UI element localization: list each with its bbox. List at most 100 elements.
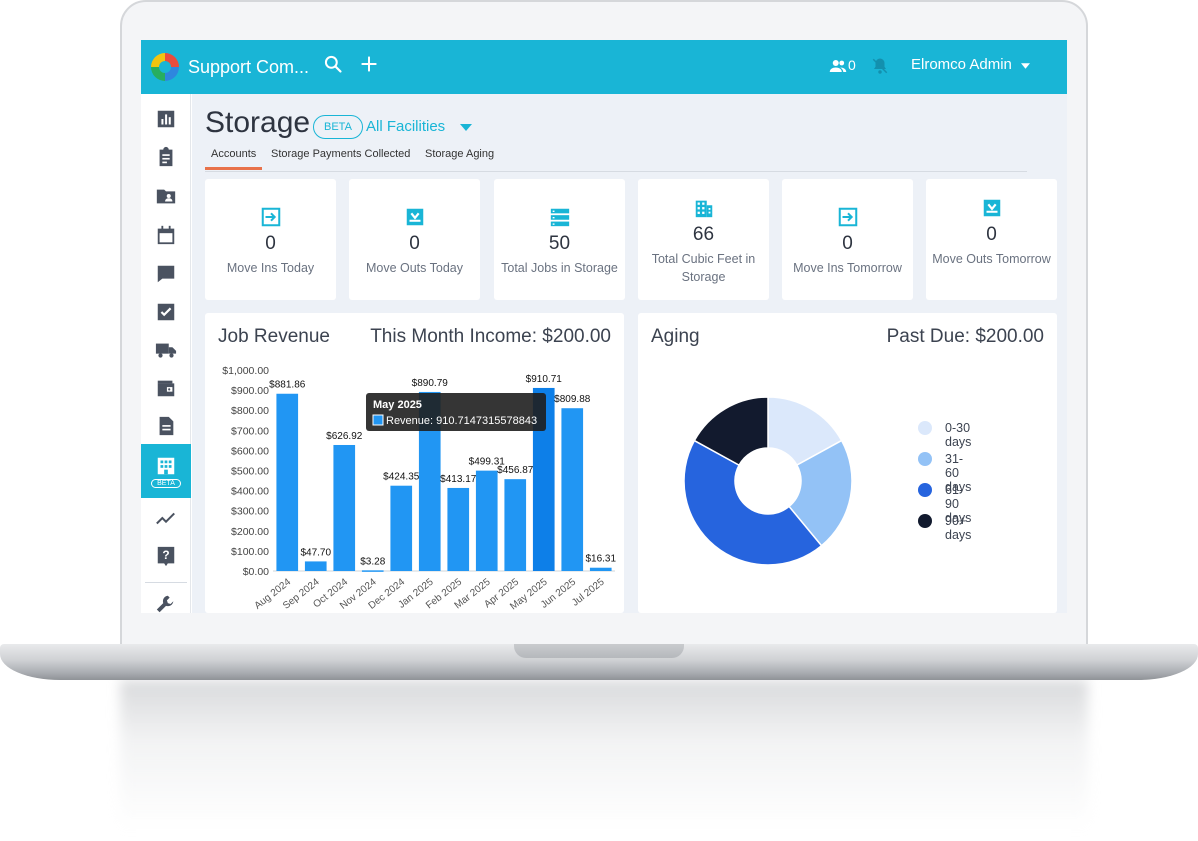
y-tick-label: $1,000.00 [222, 365, 269, 377]
y-tick-label: $300.00 [231, 506, 269, 518]
laptop-notch [514, 644, 684, 658]
sidebar-item-payments[interactable] [141, 370, 191, 406]
aging-slice[interactable] [693, 396, 769, 467]
sidebar-item-help[interactable]: ? [141, 538, 191, 574]
user-menu[interactable]: Elromco Admin [911, 56, 1031, 73]
y-tick-label: $900.00 [231, 385, 269, 397]
app-logo[interactable] [151, 53, 179, 81]
page-title: Storage [205, 106, 311, 139]
sidebar-item-calendar[interactable] [141, 217, 191, 253]
checkbox-icon [157, 303, 175, 321]
bar-value-label: $499.31 [469, 457, 506, 468]
x-tick-label: Jul 2025 [570, 576, 607, 608]
stat-label: Total Jobs in Storage [501, 261, 618, 275]
stat-card-total-jobs[interactable]: 50 Total Jobs in Storage [494, 179, 625, 300]
sidebar-item-documents[interactable] [141, 408, 191, 444]
wrench-icon [156, 595, 174, 613]
sidebar-divider [145, 582, 187, 583]
tab-accounts[interactable]: Accounts [205, 148, 263, 170]
stat-card-move-ins-tomorrow[interactable]: 0 Move Ins Tomorrow [782, 179, 913, 300]
tab-storage-payments[interactable]: Storage Payments Collected [271, 148, 411, 160]
user-name: Elromco Admin [911, 56, 1012, 73]
sidebar-item-tasks[interactable] [141, 139, 191, 175]
move-out-icon [406, 208, 423, 226]
bar-value-label: $413.17 [440, 474, 477, 485]
tooltip-title: May 2025 [373, 399, 422, 411]
document-icon [159, 416, 174, 436]
stat-card-move-outs-today[interactable]: 0 Move Outs Today [349, 179, 480, 300]
revenue-bar[interactable] [447, 487, 470, 571]
app-screen: Support Com... 0 Elromco Admin [141, 40, 1067, 613]
revenue-bar[interactable] [475, 470, 498, 571]
sidebar-item-messages[interactable] [141, 256, 191, 292]
aging-slice[interactable] [683, 439, 823, 566]
contacts-folder-icon [156, 189, 176, 204]
calendar-icon [157, 225, 175, 245]
users-icon[interactable] [829, 57, 847, 80]
chart-tooltip: May 2025 Revenue: 910.7147315578843 [366, 393, 546, 431]
bar-value-label: $16.31 [585, 554, 616, 565]
stat-value: 0 [265, 233, 276, 254]
aging-slice[interactable] [787, 439, 853, 547]
y-tick-label: $0.00 [243, 566, 269, 578]
sidebar-item-storage[interactable]: BETA [141, 444, 191, 498]
tooltip-box [366, 393, 546, 431]
sidebar-item-contacts[interactable] [141, 178, 191, 214]
stat-card-total-cubic-feet[interactable]: 66 Total Cubic Feet in Storage [638, 179, 769, 300]
legend-color-dot [918, 483, 932, 497]
wallet-icon [157, 380, 175, 397]
legend-color-dot [918, 514, 932, 528]
bar-value-label: $890.79 [412, 378, 449, 389]
app-title[interactable]: Support Com... [188, 57, 310, 77]
legend-label: 61-90 days [945, 483, 972, 525]
revenue-bar[interactable] [276, 393, 299, 571]
truck-icon [155, 343, 177, 358]
sidebar-beta-badge: BETA [151, 478, 181, 488]
stat-label: Move Outs Today [365, 261, 464, 275]
revenue-bar[interactable] [390, 485, 413, 571]
y-tick-label: $800.00 [231, 405, 269, 417]
job-revenue-chart[interactable]: $0.00 $100.00 $200.00 $300.00 $400.00 $500.00… [205, 313, 624, 613]
legend-color-dot [918, 421, 932, 435]
bar-chart-icon [157, 110, 175, 128]
laptop-shadow [120, 680, 1088, 830]
add-icon[interactable] [359, 54, 379, 80]
revenue-bar[interactable] [589, 567, 612, 571]
sidebar-item-reports[interactable] [141, 101, 191, 137]
storage-list-icon [550, 208, 569, 227]
notification-off-icon[interactable] [871, 56, 889, 82]
search-icon[interactable] [323, 54, 343, 80]
revenue-bar[interactable] [333, 444, 356, 571]
chat-icon [157, 265, 175, 283]
stat-label: Move Ins Tomorrow [793, 261, 902, 275]
bar-value-label: $47.70 [300, 547, 331, 558]
legend-label: 31-60 days [945, 452, 972, 494]
stat-value: 66 [692, 224, 715, 245]
bar-value-label: $626.92 [326, 431, 363, 442]
sidebar-item-analytics[interactable] [141, 500, 191, 536]
help-icon: ? [157, 546, 175, 567]
y-tick-label: $700.00 [231, 425, 269, 437]
chevron-down-icon[interactable] [460, 124, 472, 131]
storage-building-icon [157, 457, 175, 474]
revenue-bar[interactable] [504, 479, 527, 571]
revenue-bar[interactable] [561, 408, 584, 571]
sidebar-item-checklist[interactable] [141, 294, 191, 330]
revenue-bar[interactable] [304, 561, 327, 571]
bar-value-label: $424.35 [383, 472, 420, 483]
revenue-bar[interactable] [532, 387, 555, 571]
users-count: 0 [848, 57, 856, 73]
stat-card-move-ins-today[interactable]: 0 Move Ins Today [205, 179, 336, 300]
revenue-bar[interactable] [361, 570, 384, 572]
facility-filter[interactable]: All Facilities [366, 118, 446, 135]
sidebar-item-jobs[interactable] [141, 332, 191, 368]
bar-value-label: $3.28 [360, 556, 385, 567]
stat-card-move-outs-tomorrow[interactable]: 0 Move Outs Tomorrow [926, 179, 1057, 300]
revenue-bar[interactable] [418, 391, 441, 571]
stat-label: Move Ins Today [226, 261, 315, 275]
stat-value: 0 [986, 224, 997, 245]
building-icon [695, 200, 712, 218]
sidebar-item-settings[interactable] [141, 586, 191, 613]
tab-storage-aging[interactable]: Storage Aging [425, 148, 495, 160]
aging-donut-chart[interactable] [638, 313, 898, 613]
